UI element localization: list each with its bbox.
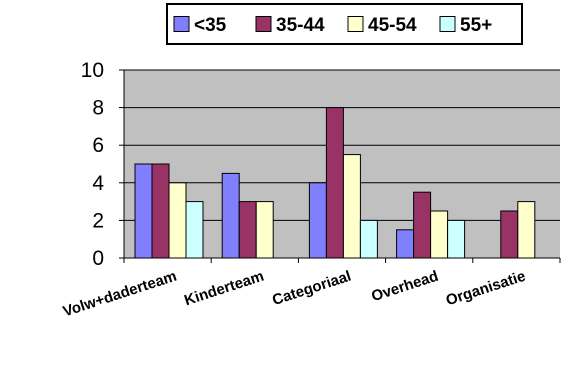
- x-tick-label: Volw+daderteam: [61, 268, 179, 321]
- axes: [123, 70, 560, 259]
- y-tick-label: 6: [92, 134, 104, 157]
- legend-box: [166, 3, 523, 45]
- bar: [134, 163, 153, 259]
- bar: [168, 182, 187, 259]
- bar: [151, 163, 170, 259]
- legend: <35 35-44 45-54 55+: [166, 3, 523, 45]
- bar: [185, 201, 204, 259]
- legend-swatch: [439, 16, 456, 32]
- y-tick-label: 0: [92, 247, 104, 270]
- bar: [447, 219, 466, 259]
- legend-label: 45-54: [368, 15, 417, 36]
- bar: [413, 191, 432, 259]
- bar: [238, 201, 257, 259]
- x-axis-ticks: Volw+daderteam Kinderteam Categoriaal Overh…: [61, 258, 561, 321]
- bar: [396, 229, 415, 259]
- y-tick-label: 10: [81, 59, 104, 82]
- y-axis-ticks: 0 2 4 6 8 10: [81, 59, 124, 270]
- legend-label: 55+: [460, 15, 492, 36]
- legend-label: <35: [194, 15, 227, 36]
- y-tick-label: 2: [92, 209, 104, 232]
- bar: [500, 210, 519, 259]
- bar: [342, 154, 361, 259]
- x-tick-label: Kinderteam: [182, 268, 266, 310]
- legend-label: 35-44: [276, 15, 325, 36]
- bar: [255, 201, 274, 259]
- bar: [325, 107, 344, 259]
- legend-swatch: [255, 16, 272, 32]
- bar: [430, 210, 449, 259]
- bars: [134, 107, 536, 259]
- bar: [359, 219, 378, 259]
- bar: [308, 182, 327, 259]
- y-tick-label: 8: [92, 97, 104, 120]
- legend-swatch: [173, 16, 190, 32]
- legend-swatch: [347, 16, 364, 32]
- bar: [517, 201, 536, 259]
- x-tick-label: Organisatie: [444, 268, 528, 310]
- y-tick-label: 4: [92, 172, 104, 195]
- x-tick-label: Categoriaal: [270, 268, 353, 309]
- bar: [221, 172, 240, 259]
- x-tick-label: Overhead: [369, 268, 440, 306]
